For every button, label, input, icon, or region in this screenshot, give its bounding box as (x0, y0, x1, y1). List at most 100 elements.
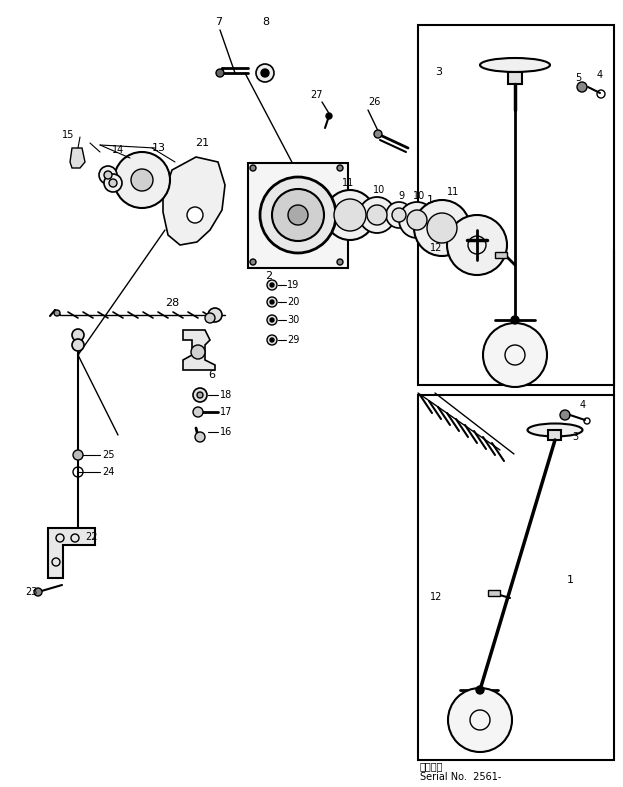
Circle shape (448, 688, 512, 752)
Text: 27: 27 (310, 90, 323, 100)
Circle shape (270, 338, 274, 342)
Text: Serial No.  2561-: Serial No. 2561- (420, 772, 502, 782)
Text: 18: 18 (220, 390, 232, 400)
Text: 13: 13 (152, 143, 166, 153)
Circle shape (208, 308, 222, 322)
Text: 9: 9 (398, 191, 404, 201)
Circle shape (73, 450, 83, 460)
Text: 21: 21 (195, 138, 209, 148)
Circle shape (104, 174, 122, 192)
Circle shape (250, 165, 256, 171)
Circle shape (261, 69, 269, 77)
Text: 19: 19 (287, 280, 299, 290)
Text: 23: 23 (25, 587, 37, 597)
Circle shape (256, 64, 274, 82)
Circle shape (337, 259, 343, 265)
Text: 12: 12 (430, 592, 442, 602)
Circle shape (334, 199, 366, 231)
Bar (548, 430, 561, 440)
Circle shape (250, 259, 256, 265)
Polygon shape (70, 148, 85, 168)
Text: 11: 11 (342, 178, 354, 188)
Circle shape (197, 392, 203, 398)
Bar (418, 25, 614, 385)
Circle shape (267, 280, 277, 290)
Text: 1: 1 (567, 575, 574, 585)
Text: 25: 25 (102, 450, 115, 460)
Text: 適用番号: 適用番号 (420, 761, 444, 771)
Polygon shape (183, 330, 215, 370)
Text: 24: 24 (102, 467, 115, 477)
Text: 2: 2 (265, 271, 272, 281)
Text: 3: 3 (572, 432, 578, 442)
Circle shape (72, 339, 84, 351)
Bar (248, 163, 348, 268)
Text: 8: 8 (262, 17, 269, 27)
Circle shape (191, 345, 205, 359)
Text: 29: 29 (287, 335, 300, 345)
Circle shape (288, 205, 308, 225)
Bar (495, 252, 507, 258)
Circle shape (374, 130, 382, 138)
Circle shape (131, 169, 153, 191)
Circle shape (270, 300, 274, 304)
Text: 7: 7 (215, 17, 222, 27)
Text: 26: 26 (368, 97, 381, 107)
Circle shape (407, 210, 427, 230)
Text: 28: 28 (165, 298, 179, 308)
Circle shape (267, 335, 277, 345)
Circle shape (216, 69, 224, 77)
Circle shape (99, 166, 117, 184)
Circle shape (427, 213, 457, 243)
Text: 17: 17 (220, 407, 232, 417)
Circle shape (104, 171, 112, 179)
Circle shape (267, 315, 277, 325)
Text: 14: 14 (112, 145, 124, 155)
Circle shape (272, 189, 324, 241)
Text: 3: 3 (435, 67, 442, 77)
Ellipse shape (528, 423, 583, 437)
Circle shape (195, 432, 205, 442)
Text: 12: 12 (430, 243, 442, 253)
Circle shape (414, 200, 470, 256)
Circle shape (447, 215, 507, 275)
Circle shape (337, 165, 343, 171)
Circle shape (114, 152, 170, 208)
Circle shape (560, 410, 570, 420)
Text: 11: 11 (447, 187, 459, 197)
Circle shape (483, 323, 547, 387)
Circle shape (359, 197, 395, 233)
Bar (508, 72, 522, 84)
Circle shape (399, 202, 435, 238)
Polygon shape (163, 157, 225, 245)
Text: 4: 4 (580, 400, 586, 410)
Text: 1: 1 (427, 195, 434, 205)
Text: 15: 15 (62, 130, 74, 140)
Circle shape (54, 310, 60, 316)
Text: 20: 20 (287, 297, 300, 307)
Circle shape (193, 407, 203, 417)
Circle shape (260, 177, 336, 253)
Text: 10: 10 (373, 185, 385, 195)
Circle shape (386, 202, 412, 228)
Circle shape (270, 283, 274, 287)
Circle shape (476, 686, 484, 694)
Circle shape (187, 207, 203, 223)
Circle shape (193, 388, 207, 402)
Circle shape (577, 82, 587, 92)
Text: 16: 16 (220, 427, 232, 437)
Circle shape (205, 313, 215, 323)
Circle shape (325, 190, 375, 240)
Text: 4: 4 (597, 70, 603, 80)
Bar (418, 395, 614, 760)
Text: 5: 5 (575, 73, 581, 83)
Circle shape (511, 316, 519, 324)
Ellipse shape (480, 58, 550, 72)
Polygon shape (48, 528, 95, 578)
Circle shape (326, 113, 332, 119)
Text: 30: 30 (287, 315, 299, 325)
Text: 22: 22 (85, 532, 98, 542)
Circle shape (367, 205, 387, 225)
Text: 6: 6 (208, 370, 215, 380)
Circle shape (34, 588, 42, 596)
